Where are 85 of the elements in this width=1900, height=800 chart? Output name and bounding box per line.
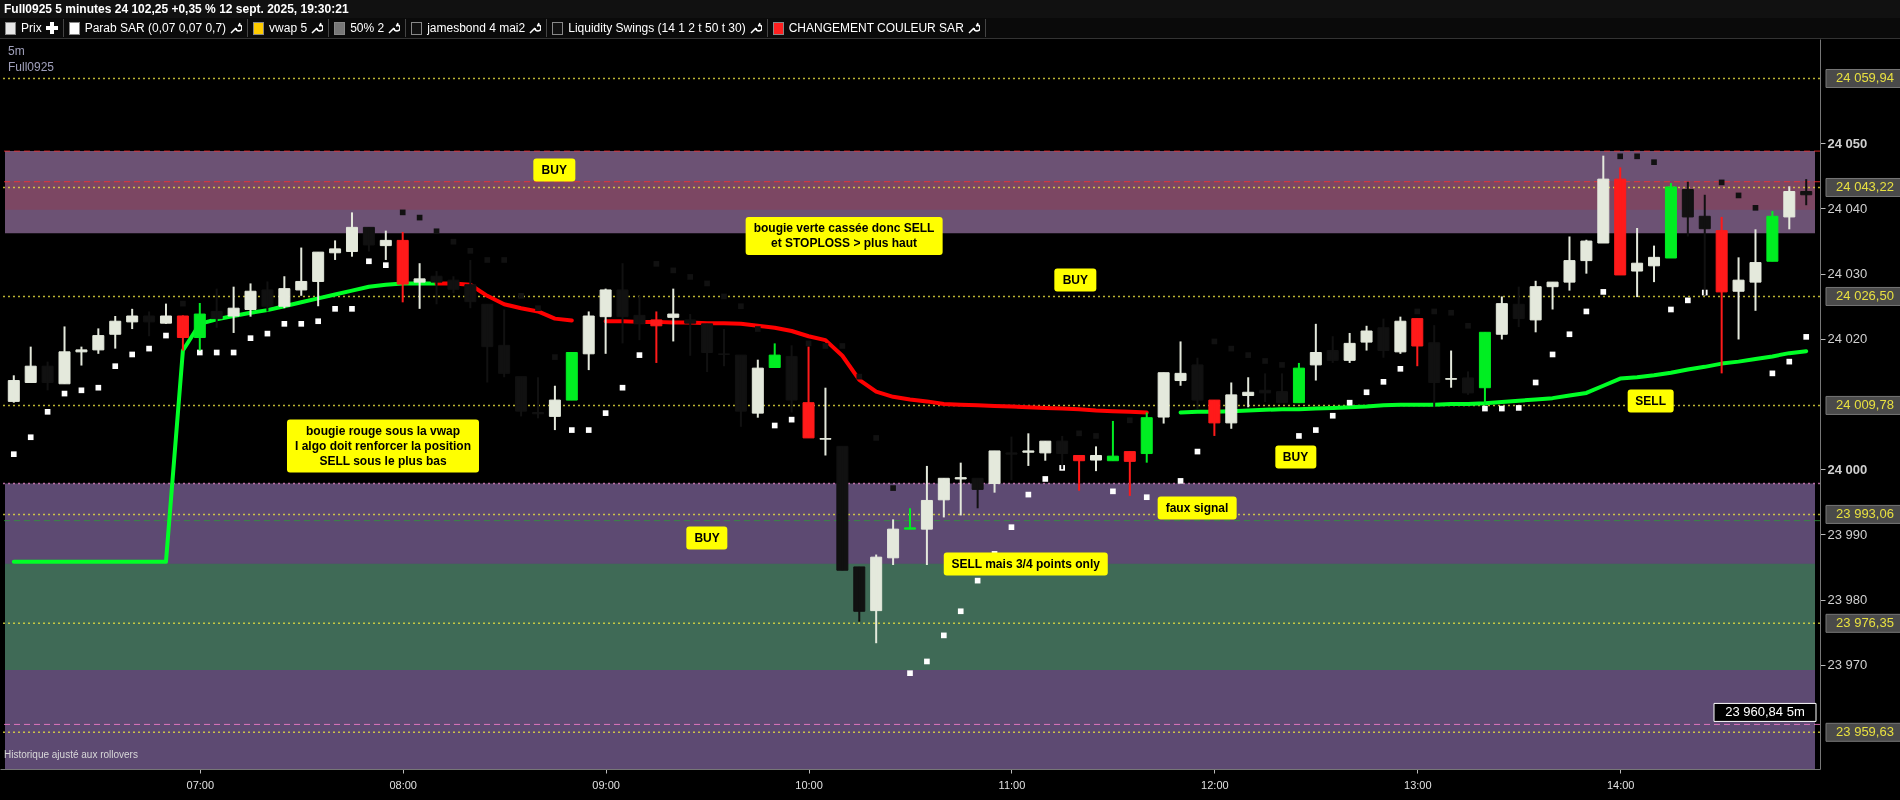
y-tick-label: 23 980 — [1827, 592, 1868, 608]
candlestick — [650, 310, 663, 364]
candlestick — [227, 285, 240, 334]
candlestick — [971, 477, 984, 510]
candlestick — [1394, 315, 1407, 355]
y-tick-label: 24 030 — [1827, 266, 1868, 282]
note-box: faux signal — [1157, 496, 1237, 520]
candlestick — [1360, 324, 1373, 352]
text: CHANGEMENT COULEUR SAR — [788, 21, 964, 35]
x-tick-label: 10:00 — [795, 778, 823, 791]
candlestick — [159, 302, 172, 325]
candlestick — [1749, 228, 1762, 312]
candlestick — [447, 275, 460, 295]
candlestick — [413, 262, 426, 310]
text: jamesbond 4 mai2 — [427, 21, 526, 35]
x-tick-label: 13:00 — [1404, 778, 1432, 791]
candlestick — [278, 275, 291, 310]
text: vwap 5 — [269, 21, 308, 35]
candlestick — [58, 325, 71, 385]
candlestick — [1022, 432, 1035, 467]
annotation: Full0925 — [8, 60, 55, 74]
candlestick — [1090, 445, 1103, 473]
note-box: SELL mais 3/4 points only — [943, 552, 1108, 576]
candlestick — [836, 445, 849, 571]
y-tick-label: 24 040 — [1827, 200, 1868, 216]
x-tick-label: 08:00 — [389, 778, 417, 791]
candlestick — [1157, 371, 1170, 425]
y-tick-label: 24 050 — [1827, 135, 1868, 151]
ref-line-label: 23 960,84 5m — [1725, 704, 1805, 720]
y-tick-label: 23 970 — [1827, 657, 1868, 673]
x-tick-label: 12:00 — [1201, 778, 1229, 791]
candlestick — [1563, 235, 1576, 292]
annotation: 5m — [8, 44, 25, 58]
note-box: BUY — [1274, 445, 1317, 469]
candlestick — [1546, 281, 1559, 311]
note-box: BUY — [686, 526, 728, 550]
x-tick-label: 11:00 — [998, 778, 1026, 791]
candlestick — [1005, 435, 1018, 482]
x-tick-label: 14:00 — [1606, 778, 1635, 791]
candlestick — [904, 507, 916, 531]
candlestick — [1445, 349, 1458, 389]
x-tick-label: 09:00 — [592, 778, 620, 791]
text: Liquidity Swings (14 1 2 t 50 t 30) — [568, 21, 746, 35]
candlestick — [1106, 419, 1119, 462]
candlestick — [1191, 356, 1204, 411]
note-box: SELL — [1627, 389, 1674, 413]
note-box: bougie rouge sous la vwap I algo doit renforcer la position SELL sous le plus bas — [287, 419, 479, 473]
note-box: bougie verte cassée donc SELL et STOPLOSS > plus haut — [745, 216, 943, 255]
ref-line-label: 24 059,94 — [1836, 70, 1894, 86]
y-tick-label: 23 990 — [1827, 526, 1868, 542]
candlestick — [1208, 399, 1221, 437]
candlestick — [684, 313, 697, 357]
text: 50% 2 — [350, 21, 385, 35]
y-tick-label: 24 000 — [1827, 461, 1868, 477]
ref-line-label: 24 043,22 — [1836, 179, 1894, 195]
note-box: BUY — [1054, 268, 1097, 291]
candlestick — [1580, 238, 1593, 275]
x-tick-label: 07:00 — [186, 778, 215, 791]
ref-line-label: 23 976,35 — [1836, 615, 1894, 631]
candlestick — [1732, 256, 1745, 341]
candlestick — [430, 270, 443, 306]
candlestick — [1766, 210, 1779, 263]
candlestick — [819, 386, 832, 457]
candlestick — [244, 282, 257, 318]
candlestick — [261, 280, 274, 313]
text: Parab SAR (0,07 0,07 0,7) — [84, 21, 227, 35]
candlestick — [667, 287, 680, 343]
chart-title: Full0925 5 minutes 24 102,25 +0,35 % 12 sept. 2025, 19:30:21 — [0, 0, 1900, 18]
y-tick-label: 24 020 — [1827, 331, 1868, 347]
candlestick — [75, 345, 88, 367]
ref-line-label: 24 009,78 — [1836, 397, 1894, 413]
ref-line-label: 23 959,63 — [1836, 724, 1894, 740]
candlestick — [954, 461, 967, 517]
candlestick — [1529, 279, 1542, 334]
candlestick — [616, 262, 629, 345]
ref-line-label: 24 026,50 — [1836, 288, 1894, 304]
candlestick — [785, 344, 798, 414]
text: Prix — [21, 21, 42, 35]
candlestick — [1259, 372, 1272, 404]
note-box: BUY — [533, 158, 575, 182]
candlestick — [1174, 340, 1187, 387]
ref-line-label: 23 993,06 — [1836, 506, 1894, 522]
candlestick — [126, 307, 139, 331]
candlestick — [988, 449, 1001, 494]
candlestick — [599, 287, 612, 355]
